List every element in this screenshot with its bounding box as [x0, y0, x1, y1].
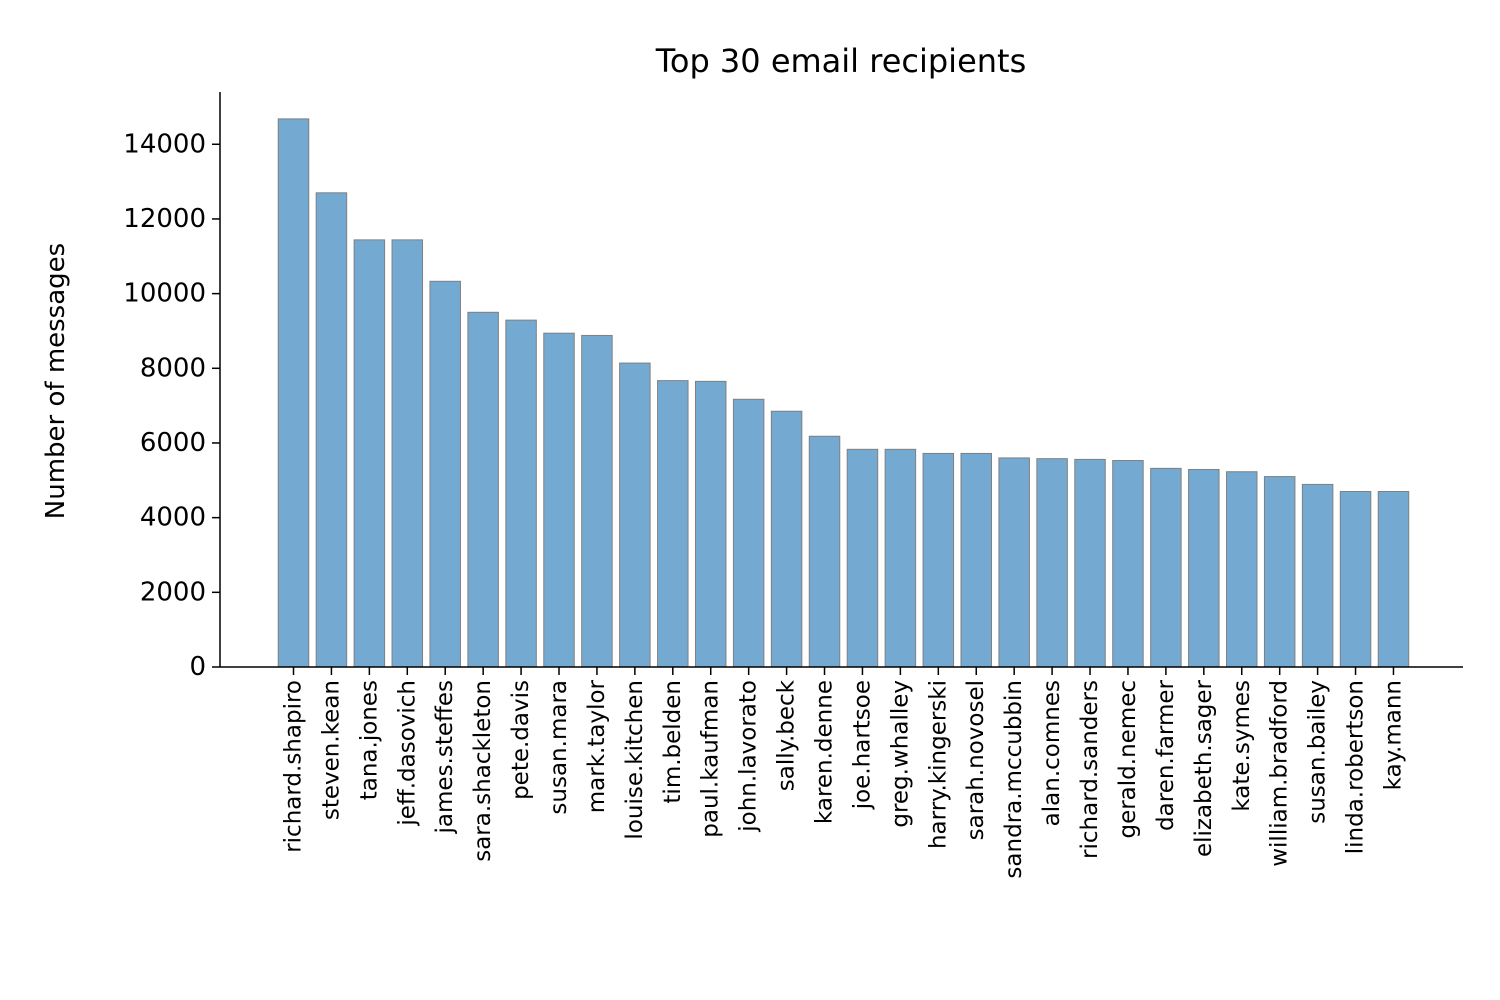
- x-tick-label: gerald.nemec: [1115, 680, 1141, 839]
- x-tick-label: greg.whalley: [887, 680, 913, 828]
- x-tick-label: daren.farmer: [1153, 679, 1179, 830]
- bar-elizabeth-sager: [1188, 468, 1220, 668]
- y-tick-label: 2000: [140, 577, 206, 607]
- bars-group: [277, 118, 1410, 668]
- bar-susan-mara: [543, 332, 575, 668]
- x-tick-label: john.lavorato: [736, 680, 762, 833]
- bar-daren-farmer: [1150, 467, 1182, 668]
- bar-louise-kitchen: [619, 362, 651, 668]
- bar-sandra-mccubbin: [998, 457, 1030, 668]
- x-tick-label: alan.comnes: [1039, 680, 1065, 826]
- y-tick-label: 4000: [140, 503, 206, 533]
- y-tick-label: 6000: [140, 428, 206, 458]
- x-tick-label: sally.beck: [774, 679, 800, 791]
- bar-kate-symes: [1226, 471, 1258, 668]
- x-tick-label: harry.kingerski: [925, 680, 951, 849]
- bar-james-steffes: [429, 280, 461, 668]
- bar-susan-bailey: [1301, 483, 1334, 668]
- x-tick-label: sara.shackleton: [470, 680, 496, 862]
- x-tick-label: linda.robertson: [1343, 680, 1369, 854]
- x-axis-ticks: richard.shapiro steven.kean tana.jones jeff…: [281, 667, 1406, 879]
- x-tick-label: tim.belden: [660, 680, 686, 804]
- bar-sara-shackleton: [467, 311, 499, 668]
- x-tick-label: mark.taylor: [584, 679, 610, 813]
- x-tick-label: joe.hartsoe: [849, 680, 875, 810]
- x-tick-label: kate.symes: [1229, 680, 1255, 812]
- y-tick-label: 12000: [123, 204, 206, 234]
- x-tick-label: jeff.dasovich: [394, 680, 420, 827]
- y-tick-label: 0: [189, 652, 206, 682]
- bar-sally-beck: [770, 410, 803, 668]
- bar-tim-belden: [657, 380, 689, 668]
- x-tick-label: steven.kean: [318, 680, 344, 820]
- bar-gerald-nemec: [1112, 460, 1144, 668]
- x-tick-label: tana.jones: [356, 680, 382, 800]
- y-axis-ticks: 0 2000 4000 6000 8000 10000 12000 14000: [123, 129, 220, 682]
- x-tick-label: karen.denne: [812, 680, 838, 824]
- x-tick-label: elizabeth.sager: [1191, 679, 1217, 857]
- bar-kay-mann: [1377, 491, 1410, 668]
- x-tick-label: susan.bailey: [1305, 680, 1331, 824]
- bar-mark-taylor: [581, 334, 613, 668]
- bar-alan-comnes: [1036, 458, 1068, 668]
- bar-sarah-novosel: [960, 452, 992, 668]
- bar-pete-davis: [505, 319, 537, 668]
- x-tick-label: susan.mara: [546, 680, 572, 815]
- bar-joe-hartsoe: [846, 448, 879, 668]
- chart-title: Top 30 email recipients: [655, 42, 1027, 80]
- bar-karen-denne: [808, 435, 841, 668]
- y-tick-label: 10000: [123, 279, 206, 309]
- bar-jeff-dasovich: [391, 239, 424, 668]
- bar-greg-whalley: [884, 448, 917, 668]
- x-tick-label: sarah.novosel: [963, 680, 989, 840]
- y-tick-label: 8000: [140, 353, 206, 383]
- bar-steven-kean: [315, 192, 348, 668]
- x-tick-label: kay.mann: [1380, 680, 1406, 790]
- y-axis-label: Number of messages: [41, 243, 71, 519]
- bar-paul-kaufman: [694, 380, 727, 668]
- bar-tana-jones: [353, 239, 386, 668]
- bar-richard-sanders: [1074, 458, 1106, 668]
- y-tick-label: 14000: [123, 129, 206, 159]
- x-tick-label: sandra.mccubbin: [1001, 680, 1027, 879]
- x-tick-label: pete.davis: [508, 680, 534, 800]
- bar-richard-shapiro: [277, 118, 310, 668]
- x-tick-label: louise.kitchen: [622, 680, 648, 840]
- bar-linda-robertson: [1339, 491, 1372, 668]
- x-tick-label: richard.shapiro: [281, 680, 307, 853]
- x-tick-label: richard.sanders: [1077, 680, 1103, 859]
- bar-john-lavorato: [732, 398, 765, 668]
- bar-harry-kingerski: [922, 452, 955, 668]
- x-tick-label: paul.kaufman: [698, 680, 724, 838]
- x-tick-label: james.steffes: [432, 680, 458, 834]
- x-tick-label: william.bradford: [1267, 680, 1293, 867]
- bar-william-bradford: [1263, 476, 1296, 668]
